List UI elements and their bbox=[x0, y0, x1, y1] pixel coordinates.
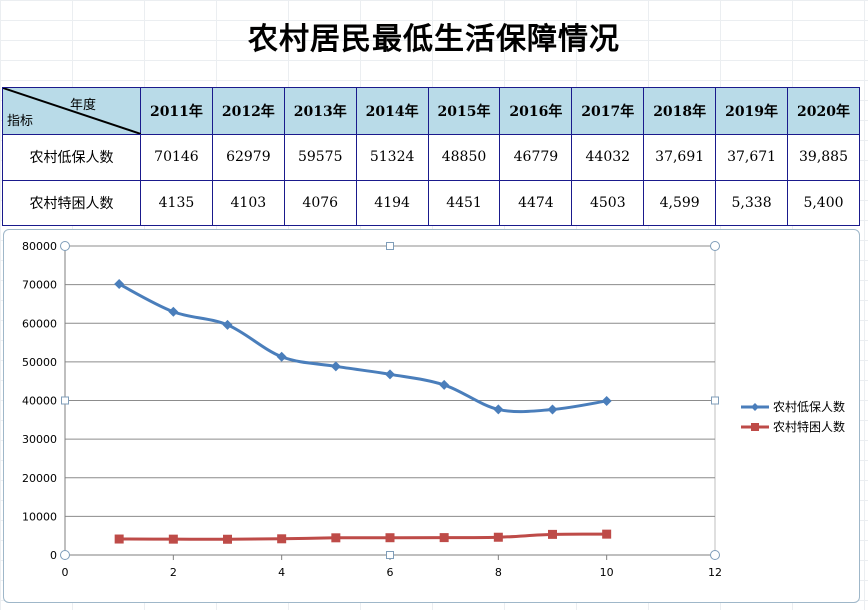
data-point-diamond bbox=[493, 404, 504, 415]
data-point-square bbox=[548, 529, 557, 539]
row-label-dibao[interactable]: 农村低保人数 bbox=[2, 134, 141, 181]
y-tick-label: 30000 bbox=[22, 433, 57, 446]
table-cell[interactable]: 4103 bbox=[211, 179, 285, 227]
corner-label-year: 年度 bbox=[69, 98, 96, 113]
y-tick-label: 60000 bbox=[22, 317, 57, 330]
resize-handle-side bbox=[386, 242, 394, 250]
table-cell[interactable]: 39,885 bbox=[787, 134, 860, 181]
data-point-diamond bbox=[601, 395, 612, 406]
data-point-square bbox=[493, 532, 503, 542]
corner-label-indicator: 指标 bbox=[7, 114, 34, 130]
resize-handle-side bbox=[61, 396, 69, 405]
page-title: 农村居民最低生活保障情况 bbox=[248, 22, 620, 57]
resize-handle-side bbox=[386, 551, 394, 559]
data-point-square bbox=[602, 529, 612, 539]
table-cell[interactable]: 4194 bbox=[355, 179, 429, 227]
table-cell[interactable]: 5,400 bbox=[787, 179, 860, 227]
table-cell[interactable]: 59575 bbox=[283, 134, 357, 181]
table-cell[interactable]: 51324 bbox=[355, 134, 429, 181]
data-point-diamond bbox=[168, 306, 179, 317]
table-row: 农村低保人数 70146 62979 59575 51324 48850 467… bbox=[2, 134, 860, 181]
table-cell[interactable]: 37,691 bbox=[643, 134, 717, 181]
resize-handle-corner bbox=[60, 241, 70, 251]
table-cell[interactable]: 62979 bbox=[211, 134, 285, 181]
year-header-2011[interactable]: 2011年 bbox=[140, 86, 213, 136]
year-header-2012[interactable]: 2012年 bbox=[211, 86, 285, 136]
data-point-square bbox=[223, 534, 232, 544]
table-cell[interactable]: 70146 bbox=[140, 134, 213, 181]
y-tick-label: 40000 bbox=[22, 395, 57, 408]
table-header-row: 年度 指标 2011年 2012年 2013年 2014年 2015年 2016… bbox=[2, 86, 860, 136]
corner-diagonal bbox=[3, 88, 141, 134]
row-label-tekun[interactable]: 农村特困人数 bbox=[2, 179, 141, 227]
x-tick-label: 8 bbox=[495, 566, 502, 579]
table-cell[interactable]: 48850 bbox=[427, 134, 501, 181]
x-tick-label: 2 bbox=[170, 566, 177, 579]
resize-handle-side bbox=[711, 396, 719, 405]
year-header-2016[interactable]: 2016年 bbox=[499, 86, 573, 136]
table-cell[interactable]: 46779 bbox=[499, 134, 573, 181]
chart-area[interactable]: 0 10000 20000 30000 40000 50000 60000 70000 8000… bbox=[3, 229, 860, 603]
data-point-square bbox=[385, 533, 395, 543]
table-cell[interactable]: 5,338 bbox=[715, 179, 789, 227]
y-tick-label: 80000 bbox=[22, 240, 57, 253]
y-tick-label: 50000 bbox=[22, 356, 57, 369]
legend-marker-square bbox=[751, 423, 759, 431]
y-tick-label: 10000 bbox=[22, 510, 57, 523]
chart-svg: 0 10000 20000 30000 40000 50000 60000 70000 8000… bbox=[22, 240, 845, 579]
series-line-1 bbox=[118, 282, 607, 414]
data-point-square bbox=[277, 534, 287, 544]
data-table: 年度 指标 2011年 2012年 2013年 2014年 2015年 2016… bbox=[2, 86, 860, 227]
y-tick-label: 20000 bbox=[22, 472, 57, 485]
data-point-square bbox=[331, 533, 341, 543]
resize-handle-corner bbox=[710, 550, 720, 560]
resize-handle-corner bbox=[710, 241, 720, 251]
data-point-diamond bbox=[114, 279, 125, 290]
y-tick-label: 0 bbox=[50, 549, 57, 562]
legend-label-1: 农村低保人数 bbox=[773, 399, 845, 414]
table-cell[interactable]: 44032 bbox=[571, 134, 645, 181]
x-tick-label: 0 bbox=[62, 566, 69, 579]
year-header-2013[interactable]: 2013年 bbox=[283, 86, 357, 136]
year-header-2018[interactable]: 2018年 bbox=[643, 86, 717, 136]
table-cell[interactable]: 4474 bbox=[499, 179, 573, 227]
table-cell[interactable]: 4,599 bbox=[643, 179, 717, 227]
legend-marker-diamond bbox=[751, 403, 759, 411]
x-tick-label: 6 bbox=[387, 566, 394, 579]
resize-handle-corner bbox=[60, 550, 70, 560]
data-point-diamond bbox=[547, 404, 558, 415]
data-point-diamond bbox=[222, 319, 233, 330]
legend-label-2: 农村特困人数 bbox=[773, 419, 845, 434]
data-point-diamond bbox=[385, 369, 395, 380]
year-header-2017[interactable]: 2017年 bbox=[571, 86, 645, 136]
x-tick-label: 12 bbox=[708, 566, 722, 579]
corner-cell[interactable]: 年度 指标 bbox=[2, 86, 141, 136]
data-point-square bbox=[114, 534, 124, 544]
x-tick-label: 4 bbox=[278, 566, 285, 579]
table-cell[interactable]: 4135 bbox=[140, 179, 213, 227]
data-point-diamond bbox=[439, 379, 450, 390]
year-header-2014[interactable]: 2014年 bbox=[355, 86, 429, 136]
data-point-square bbox=[439, 533, 449, 543]
year-header-2019[interactable]: 2019年 bbox=[715, 86, 789, 136]
series-line-2 bbox=[119, 532, 607, 541]
table-cell[interactable]: 4503 bbox=[571, 179, 645, 227]
table-cell[interactable]: 4076 bbox=[283, 179, 357, 227]
table-cell[interactable]: 4451 bbox=[427, 179, 501, 227]
data-point-square bbox=[168, 534, 178, 544]
data-point-diamond bbox=[276, 351, 287, 362]
data-point-diamond bbox=[330, 361, 341, 372]
table-row: 农村特困人数 4135 4103 4076 4194 4451 4474 450… bbox=[2, 179, 860, 227]
y-tick-label: 70000 bbox=[22, 279, 57, 292]
year-header-2020[interactable]: 2020年 bbox=[787, 86, 860, 136]
x-tick-label: 10 bbox=[600, 566, 614, 579]
year-header-2015[interactable]: 2015年 bbox=[427, 86, 501, 136]
table-cell[interactable]: 37,671 bbox=[715, 134, 789, 181]
